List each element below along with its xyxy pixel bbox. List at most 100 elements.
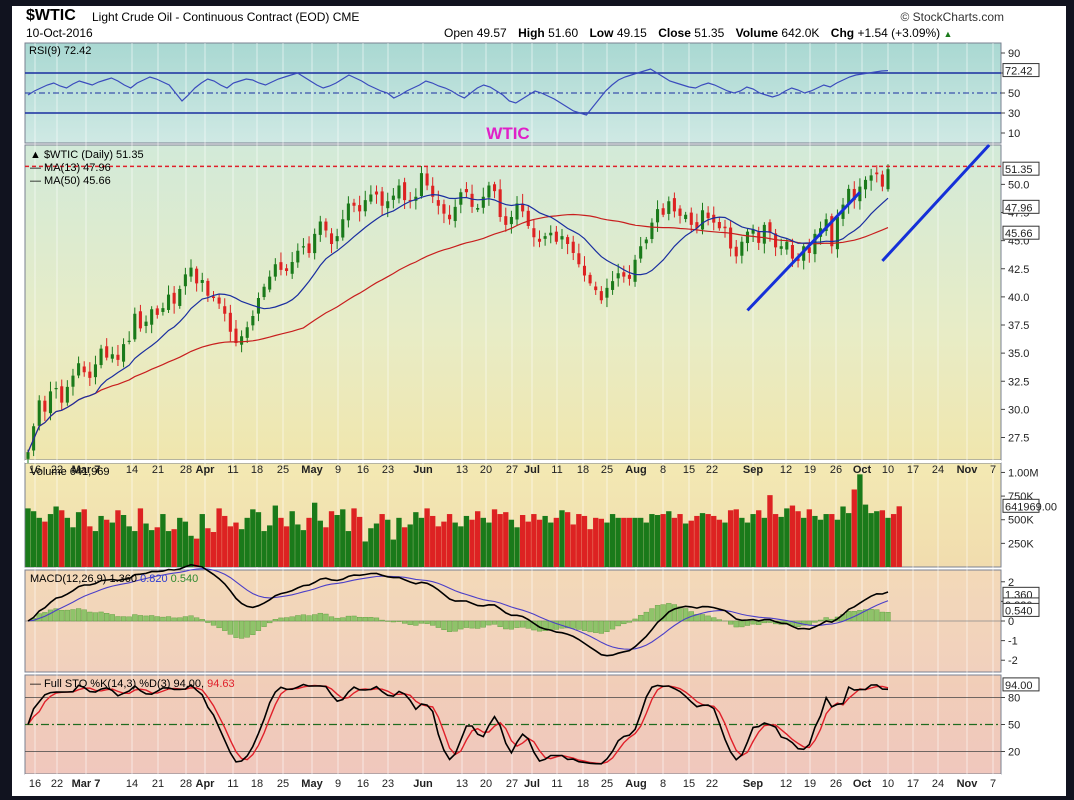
macd-histogram-bar xyxy=(154,616,160,622)
x-axis-label-bottom: 11 xyxy=(551,778,562,790)
volume-bar xyxy=(626,517,633,567)
volume-bar xyxy=(109,522,115,567)
chg-value: +1.54 (+3.09%) xyxy=(857,26,941,40)
price-candle xyxy=(43,400,47,412)
price-y-tick-label: 37.5 xyxy=(1008,320,1029,332)
macd-histogram-bar xyxy=(497,620,503,627)
macd-histogram-bar xyxy=(87,611,93,622)
volume-bar xyxy=(435,526,441,567)
ma13-line xyxy=(27,193,889,453)
volume-bar xyxy=(81,509,87,567)
price-candle xyxy=(774,233,778,248)
price-candle xyxy=(425,173,429,186)
x-axis-label: May xyxy=(301,464,323,476)
macd-histogram-bar xyxy=(396,620,402,622)
x-axis-label-bottom: 12 xyxy=(780,778,792,790)
volume-bar xyxy=(441,521,447,567)
macd-histogram-bar xyxy=(328,616,335,622)
price-candle xyxy=(391,195,395,200)
price-candle xyxy=(273,264,277,277)
volume-bar xyxy=(278,517,284,567)
price-candle xyxy=(678,208,682,216)
price-candle xyxy=(37,400,41,426)
price-candle xyxy=(60,386,64,403)
volume-bar xyxy=(165,531,172,567)
volume-bar xyxy=(727,510,734,567)
chart-date: 10-Oct-2016 xyxy=(26,26,93,40)
macd-histogram-bar xyxy=(177,617,183,622)
macd-histogram-bar xyxy=(446,620,453,632)
stockcharts-brand[interactable]: © StockCharts.com xyxy=(900,10,1004,24)
price-candle xyxy=(740,241,744,256)
volume-bar xyxy=(851,489,857,567)
macd-histogram-bar xyxy=(441,620,447,631)
x-axis-label-bottom: Nov xyxy=(957,778,979,790)
price-candle xyxy=(481,196,485,208)
macd-histogram-bar xyxy=(188,615,194,622)
x-axis-label: 16 xyxy=(357,464,369,476)
x-axis-band-bottom xyxy=(25,774,1001,790)
volume-bar xyxy=(750,514,756,567)
volume-bar xyxy=(806,509,812,567)
volume-bar xyxy=(306,517,312,567)
x-axis-label-bottom: 16 xyxy=(357,778,369,790)
volume-bar xyxy=(385,519,391,567)
price-candle xyxy=(178,289,182,306)
macd-histogram-bar xyxy=(250,620,256,635)
volume-bar xyxy=(711,515,717,567)
price-candle xyxy=(335,236,339,242)
x-axis-label: 11 xyxy=(551,464,562,476)
price-candle xyxy=(768,222,772,233)
x-axis-label-bottom: Sep xyxy=(743,778,763,790)
price-candle xyxy=(577,253,581,265)
volume-bar xyxy=(677,514,683,567)
x-axis-label-bottom: 20 xyxy=(480,778,492,790)
volume-bar xyxy=(182,521,189,567)
volume-bar xyxy=(120,515,127,567)
price-candle xyxy=(779,246,783,249)
macd-histogram-bar xyxy=(469,620,475,629)
macd-histogram-bar xyxy=(514,620,520,628)
x-axis-label-bottom: 18 xyxy=(251,778,263,790)
price-candle xyxy=(414,196,418,201)
open-value: 49.57 xyxy=(476,26,507,40)
x-axis-label-bottom: 25 xyxy=(601,778,613,790)
macd-histogram-bar xyxy=(626,620,633,623)
volume-bar xyxy=(817,519,824,567)
volume-bar xyxy=(340,509,346,567)
price-candle xyxy=(206,280,210,296)
x-axis-label-bottom: Jul xyxy=(524,778,540,790)
ma13-legend: — MA(13) 47.96 xyxy=(30,162,111,174)
x-axis-label: 11 xyxy=(227,464,238,476)
price-candle xyxy=(796,258,800,261)
macd-histogram-bar xyxy=(216,620,222,629)
volume-bar xyxy=(890,514,897,567)
price-candle xyxy=(318,221,322,235)
x-axis-label: Aug xyxy=(625,464,646,476)
macd-histogram-bar xyxy=(750,620,756,625)
macd-histogram-bar xyxy=(475,620,481,629)
macd-histogram-bar xyxy=(576,620,582,630)
volume-bar xyxy=(694,515,700,567)
price-candle xyxy=(296,250,300,263)
volume-bar xyxy=(222,515,228,567)
macd-histogram-bar xyxy=(272,619,278,622)
price-candle xyxy=(313,233,317,254)
macd-line xyxy=(27,563,889,657)
macd-histogram-bar xyxy=(132,614,138,622)
x-axis-label: Apr xyxy=(196,464,216,476)
price-candle xyxy=(712,214,716,223)
price-candle xyxy=(26,452,30,459)
macd-histogram-bar xyxy=(390,620,396,623)
macd-histogram-bar xyxy=(402,620,408,624)
volume-bar xyxy=(564,512,571,567)
price-candle xyxy=(650,222,654,239)
volume-bar xyxy=(879,510,886,567)
macd-histogram-bar xyxy=(862,609,869,622)
macd-histogram-bar xyxy=(261,620,267,627)
price-candle xyxy=(700,210,705,230)
macd-histogram-bar xyxy=(345,615,351,622)
x-axis-label: 22 xyxy=(51,464,63,476)
x-axis-label-bottom: 17 xyxy=(907,778,919,790)
price-candle xyxy=(431,185,435,197)
